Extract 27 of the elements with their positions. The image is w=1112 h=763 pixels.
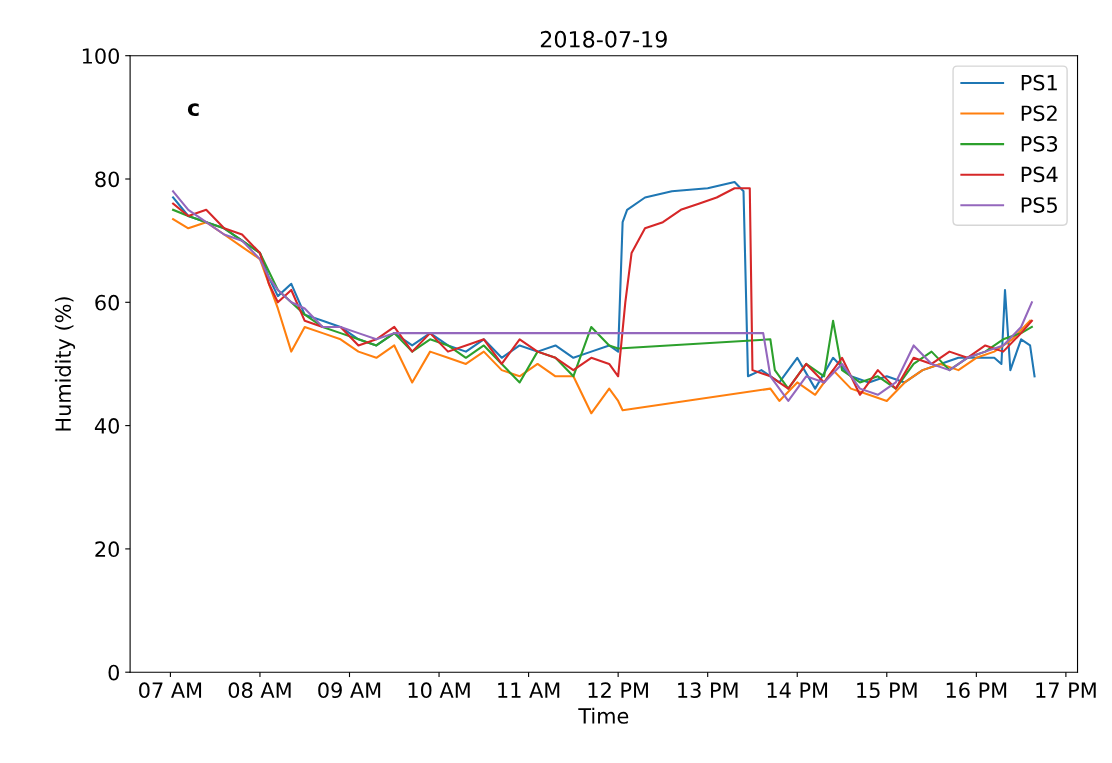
legend-label: PS1 bbox=[1021, 74, 1057, 91]
x-tick-label: 13 PM bbox=[678, 682, 738, 699]
x-tick-label: 08 AM bbox=[228, 682, 291, 699]
x-tick-label: 10 AM bbox=[408, 682, 470, 699]
x-tick-label: 11 AM bbox=[498, 682, 560, 698]
x-tick-label: 16 PM bbox=[946, 682, 1007, 699]
x-tick-label: 07 AM bbox=[139, 682, 202, 699]
y-tick-label: 0 bbox=[108, 664, 119, 681]
x-tick-label: 17 PM bbox=[1036, 682, 1096, 698]
y-tick-label: 40 bbox=[94, 418, 119, 434]
y-tick-label: 20 bbox=[95, 541, 119, 558]
x-tick-label: 15 PM bbox=[857, 682, 917, 699]
line-series bbox=[172, 218, 1032, 415]
chart-title: 2018-07-19 bbox=[540, 30, 667, 48]
x-tick-label: 09 AM bbox=[318, 682, 381, 699]
y-tick-label: 80 bbox=[95, 171, 119, 188]
legend-label: PS5 bbox=[1021, 197, 1057, 213]
x-tick-label: 14 PM bbox=[767, 682, 828, 698]
legend-label: PS2 bbox=[1021, 105, 1057, 122]
x-tick-label: 12 PM bbox=[588, 682, 648, 698]
annotation: c bbox=[187, 103, 199, 117]
y-tick-label: 100 bbox=[82, 48, 119, 64]
legend-label: PS3 bbox=[1021, 135, 1058, 152]
y-axis-title: Humidity (%) bbox=[54, 297, 76, 431]
y-tick-label: 60 bbox=[95, 294, 119, 311]
x-axis-title: Time bbox=[578, 707, 629, 724]
legend-label: PS4 bbox=[1021, 166, 1058, 183]
